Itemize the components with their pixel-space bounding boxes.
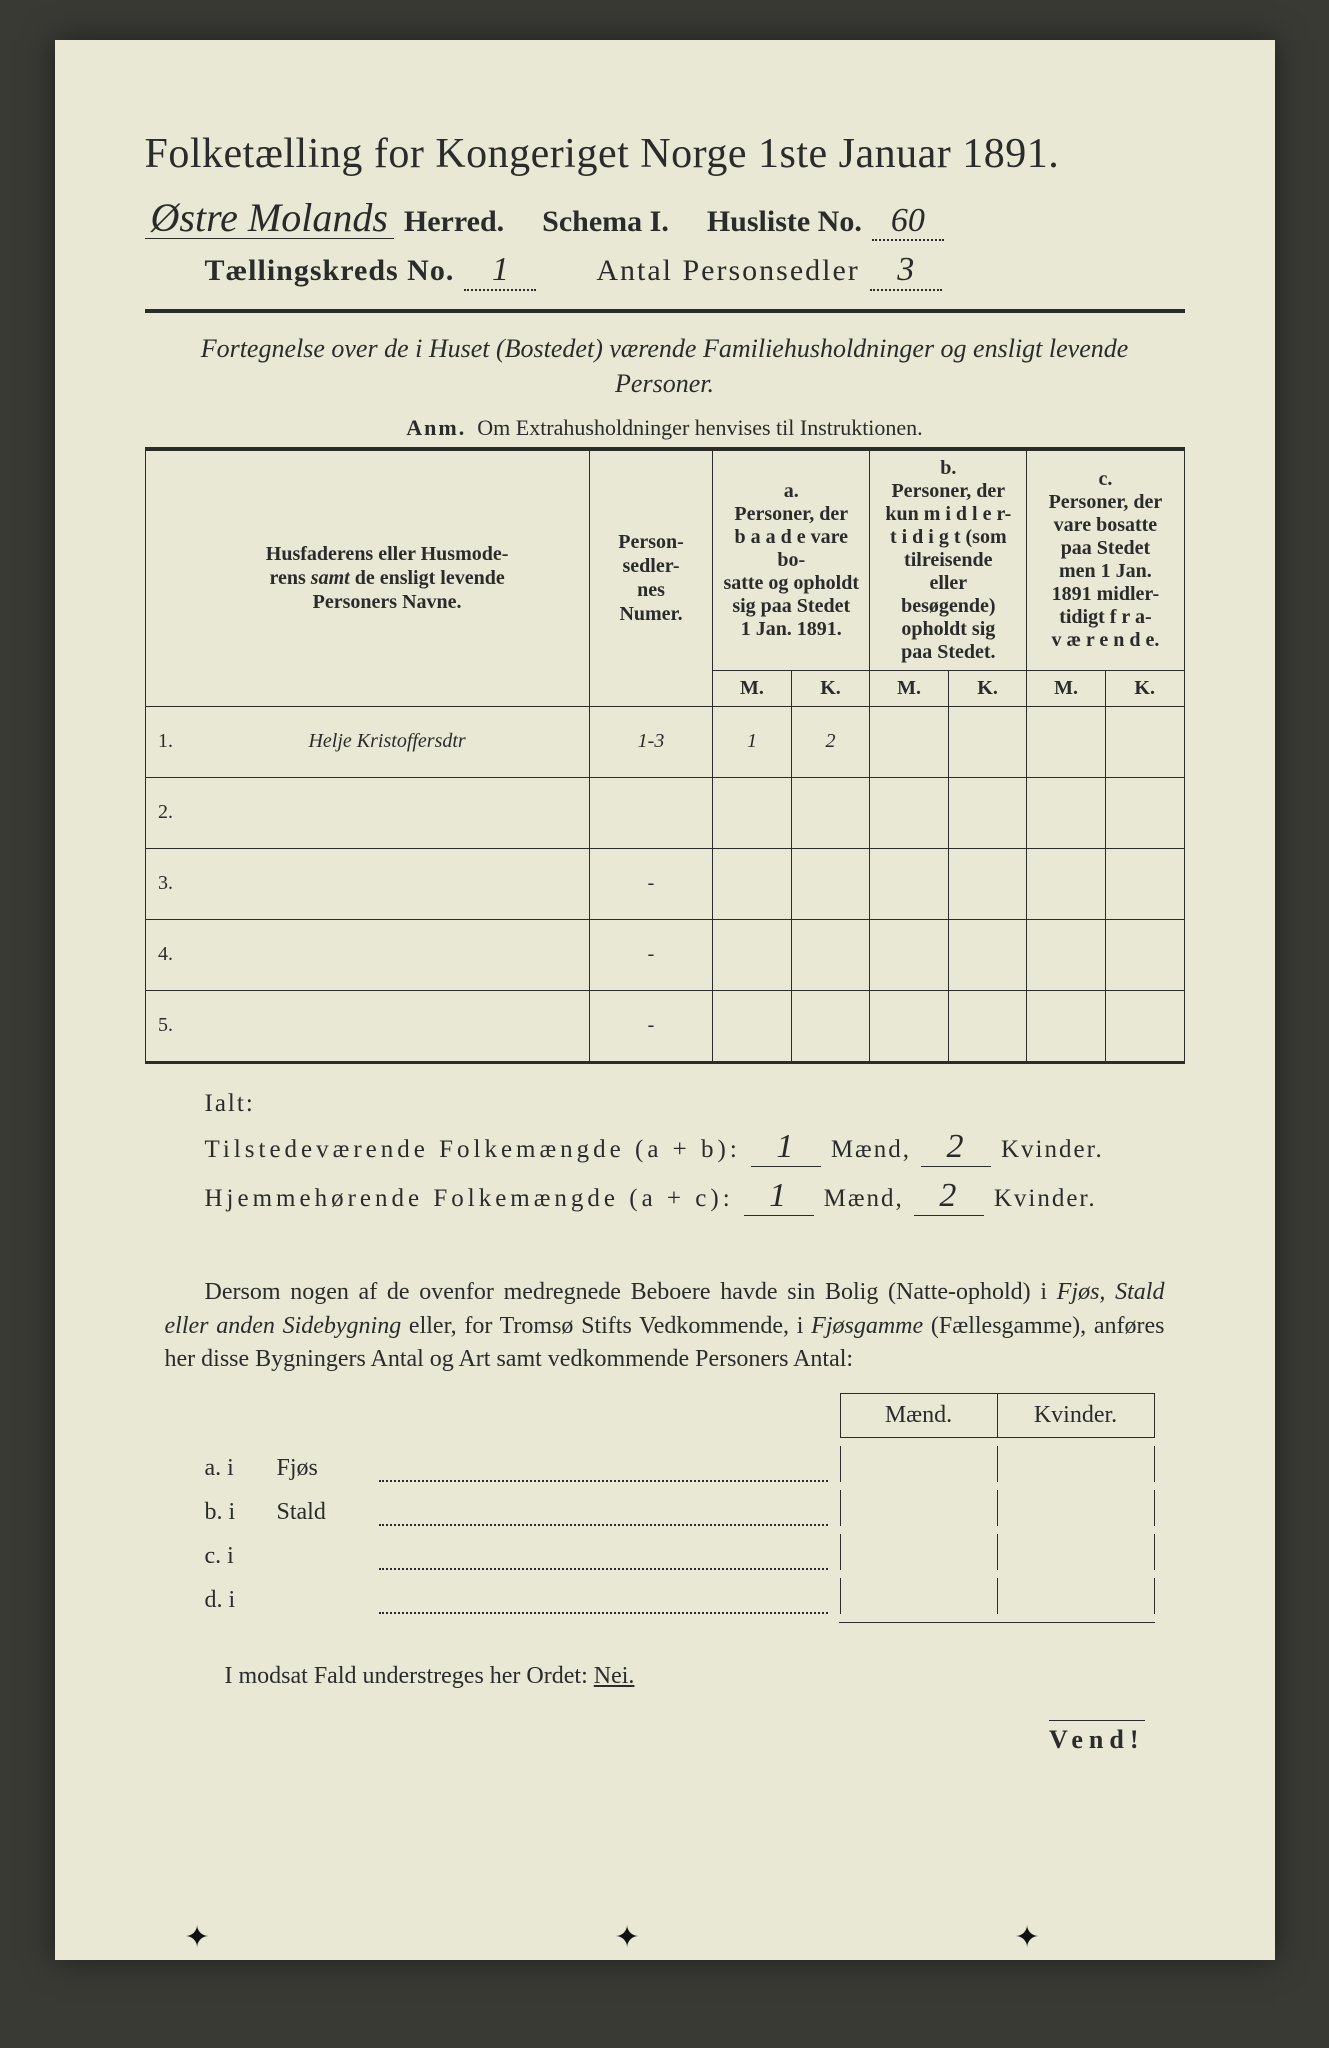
sb-row-a: a. i Fjøs: [205, 1446, 1155, 1482]
table-row: 2.: [145, 777, 1184, 848]
antal-val: 3: [870, 251, 942, 290]
main-table: Husfaderens eller Husmode-rens samt de e…: [145, 447, 1185, 1064]
totals-line-2: Hjemmehørende Folkemængde (a + c): 1 Mæn…: [205, 1177, 1185, 1216]
col-b-m: M.: [870, 670, 949, 706]
schema-label: Schema I.: [542, 205, 669, 239]
col-b: b. Personer, derkun m i d l e r-t i d i …: [870, 449, 1027, 671]
mk-kvinder: Kvinder.: [997, 1393, 1155, 1438]
pin-icon: ✦: [1015, 1920, 1037, 1942]
header-line-1: Østre Molands Herred. Schema I. Husliste…: [145, 198, 1185, 241]
sidebuilding-paragraph: Dersom nogen af de ovenfor medregnede Be…: [165, 1276, 1165, 1377]
sb-row-d: d. i: [205, 1578, 1155, 1614]
sb-bottom-border: [839, 1622, 1155, 1623]
anm-line: Anm. Om Extrahusholdninger henvises til …: [145, 415, 1185, 441]
mk-header: Mænd. Kvinder.: [145, 1393, 1155, 1438]
antal-label: Antal Personsedler: [596, 254, 859, 288]
pin-icon: ✦: [615, 1920, 637, 1942]
nei-line: I modsat Fald understreges her Ordet: Ne…: [225, 1663, 1185, 1690]
table-row: 3. -: [145, 848, 1184, 919]
l1-k: 2: [921, 1128, 991, 1167]
totals-block: Ialt: Tilstedeværende Folkemængde (a + b…: [205, 1090, 1185, 1216]
l2-k: 2: [914, 1177, 984, 1216]
herred-label: Herred.: [404, 205, 504, 239]
col-a-m: M.: [713, 670, 792, 706]
husliste-label: Husliste No.: [707, 205, 862, 239]
sidebuilding-rows: a. i Fjøs b. i Stald c. i d. i: [205, 1446, 1155, 1614]
totals-line-1: Tilstedeværende Folkemængde (a + b): 1 M…: [205, 1128, 1185, 1167]
col-c-m: M.: [1027, 670, 1106, 706]
mk-maend: Mænd.: [840, 1393, 997, 1438]
anm-text: Om Extrahusholdninger henvises til Instr…: [477, 415, 922, 440]
table-row: 5. -: [145, 990, 1184, 1062]
pin-icon: ✦: [185, 1920, 207, 1942]
divider: [145, 309, 1185, 313]
ialt-label: Ialt:: [205, 1090, 1185, 1118]
table-row: 1. Helje Kristoffersdtr 1-3 1 2: [145, 706, 1184, 777]
nei-word: Nei.: [594, 1663, 635, 1689]
col-c-k: K.: [1105, 670, 1184, 706]
herred-handwritten: Østre Molands: [145, 198, 394, 239]
sb-row-c: c. i: [205, 1534, 1155, 1570]
col-a-k: K.: [791, 670, 870, 706]
col-c: c. Personer, dervare bosattepaa Stedetme…: [1027, 449, 1184, 671]
anm-bold: Anm.: [406, 415, 466, 440]
kreds-label: Tællingskreds No.: [205, 254, 455, 288]
page-title: Folketælling for Kongeriget Norge 1ste J…: [145, 130, 1185, 178]
fortegnelse: Fortegnelse over de i Huset (Bostedet) v…: [175, 331, 1155, 401]
header-line-2: Tællingskreds No. 1 Antal Personsedler 3: [145, 251, 1185, 290]
husliste-no: 60: [872, 202, 944, 241]
l1-m: 1: [751, 1128, 821, 1167]
col-ps: Person-sedler-nesNumer.: [589, 449, 712, 707]
kreds-no: 1: [464, 251, 536, 290]
col-a: a. Personer, derb a a d e vare bo-satte …: [713, 449, 870, 671]
col-b-k: K.: [948, 670, 1027, 706]
l2-m: 1: [744, 1177, 814, 1216]
census-form-page: Folketælling for Kongeriget Norge 1ste J…: [55, 40, 1275, 1960]
table-row: 4. -: [145, 919, 1184, 990]
sb-row-b: b. i Stald: [205, 1490, 1155, 1526]
vend-label: Vend!: [1049, 1720, 1145, 1755]
col-names: Husfaderens eller Husmode-rens samt de e…: [266, 543, 509, 613]
